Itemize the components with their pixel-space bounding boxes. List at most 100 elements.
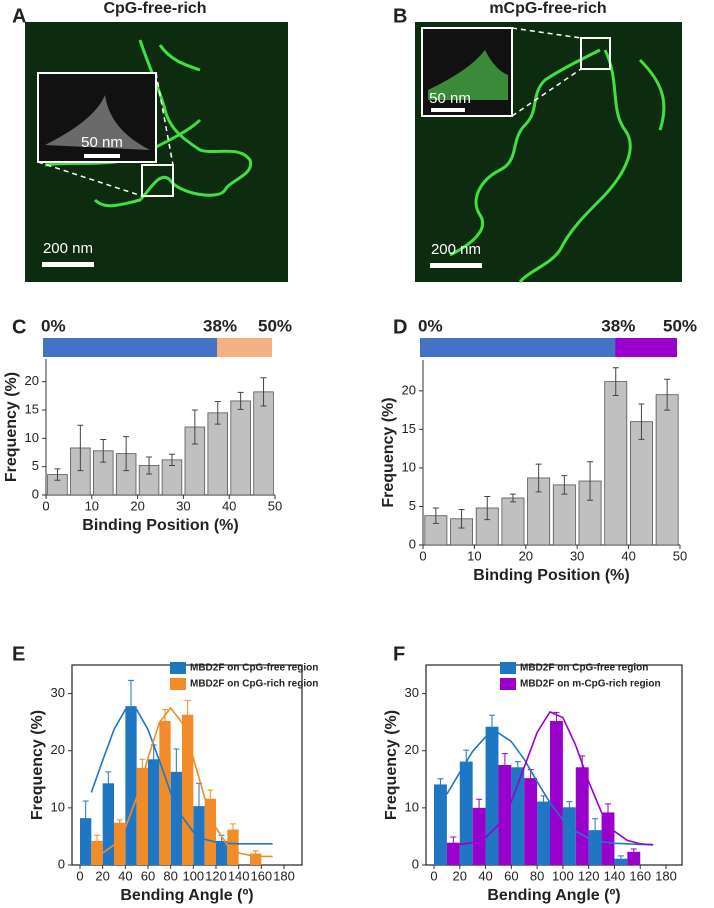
x-tick-label: 10: [467, 548, 481, 563]
bar: [253, 391, 274, 496]
bar: [182, 714, 194, 865]
bar: [459, 761, 473, 865]
panel-label: B: [393, 5, 407, 27]
x-tick-label: 40: [118, 868, 132, 883]
y-tick-label: 20: [25, 373, 39, 388]
error-bar: [116, 819, 123, 827]
bar: [446, 842, 460, 865]
x-tick-label: 60: [504, 868, 518, 883]
zoom-box: [141, 164, 174, 197]
zoom-line: [511, 68, 582, 117]
error-bar: [509, 493, 516, 503]
y-tick-label: 20: [402, 382, 416, 397]
dna-strand: [518, 49, 632, 284]
bar: [170, 771, 182, 865]
legend-swatch: [500, 678, 516, 690]
error-bar: [535, 463, 542, 493]
bar: [511, 767, 525, 865]
x-tick-label: 20: [95, 868, 109, 883]
panel-label: F: [393, 643, 405, 665]
region-segment: [43, 338, 221, 357]
bar: [655, 394, 679, 546]
x-tick-label: 180: [655, 868, 677, 883]
error-bar: [514, 761, 521, 774]
x-tick-label: 10: [85, 498, 99, 513]
y-tick-label: 0: [58, 856, 65, 871]
x-tick-label: 0: [430, 868, 437, 883]
inset-peak: [428, 50, 508, 100]
legend-swatch: [170, 662, 186, 674]
legend-swatch: [500, 662, 516, 674]
region-label: 0%: [41, 316, 66, 335]
inset-scale-bar: [84, 154, 120, 158]
x-tick-label: 0: [419, 548, 426, 563]
error-bar: [162, 709, 168, 733]
error-bar: [230, 823, 236, 836]
x-tick-label: 100: [182, 868, 204, 883]
scale-label: 200 nm: [431, 241, 481, 258]
scale-bar: [42, 262, 94, 267]
error-bar: [146, 456, 153, 475]
legend-swatch: [170, 678, 186, 690]
bar: [207, 412, 228, 496]
region-label: 0%: [418, 316, 443, 335]
x-axis-title: Bending Angle (º): [120, 887, 253, 904]
error-bar: [260, 377, 267, 407]
x-tick-label: 160: [250, 868, 272, 883]
x-tick-label: 160: [629, 868, 651, 883]
y-tick-label: 0: [32, 486, 39, 501]
error-bar: [612, 367, 619, 396]
x-tick-label: 140: [228, 868, 250, 883]
y-axis-title: Frequency (%): [380, 397, 397, 507]
bar: [125, 706, 137, 865]
legend-label: MBD2F on CpG-rich region: [190, 679, 318, 690]
y-axis-title: Frequency (%): [3, 372, 20, 482]
legend-label: MBD2F on CpG-free region: [520, 663, 648, 674]
bar: [524, 778, 538, 865]
bar: [629, 421, 653, 546]
y-tick-label: 15: [402, 421, 416, 436]
region-label: 38%: [203, 316, 237, 335]
x-tick-label: 180: [273, 868, 295, 883]
y-tick-label: 0: [412, 856, 419, 871]
y-tick-label: 30: [405, 685, 419, 700]
bar: [537, 801, 550, 865]
error-bar: [184, 699, 191, 730]
x-tick-label: 100: [552, 868, 574, 883]
scale-bar: [430, 263, 482, 268]
x-tick-label: 80: [530, 868, 544, 883]
error-bar: [100, 438, 107, 463]
region-label: 50%: [663, 316, 697, 335]
y-tick-label: 0: [409, 536, 416, 551]
bar: [148, 759, 160, 865]
zoom-line: [37, 161, 143, 197]
bar: [485, 726, 499, 865]
legend-label: MBD2F on CpG-free region: [190, 663, 318, 674]
error-bar: [77, 424, 84, 472]
y-tick-label: 10: [25, 430, 39, 445]
dna-strand: [638, 58, 666, 131]
x-axis-title: Bending Angle (º): [487, 887, 620, 904]
panel-label: A: [12, 5, 26, 27]
afm-image-b: 50 nm 200 nm: [415, 22, 682, 284]
error-bar: [128, 679, 134, 733]
bar: [136, 767, 148, 865]
error-bar: [437, 778, 444, 791]
bar: [114, 822, 126, 865]
x-tick-label: 120: [205, 868, 227, 883]
error-bar: [501, 753, 508, 777]
legend-label: MBD2F on m-CpG-rich region: [520, 679, 661, 690]
error-bar: [592, 818, 599, 843]
error-bar: [54, 468, 61, 481]
panel-title: mCpG-free-rich: [489, 0, 606, 17]
bar: [204, 798, 216, 865]
x-tick-label: 120: [578, 868, 600, 883]
fit-curve: [91, 706, 273, 858]
error-bar: [476, 798, 483, 817]
scale-label: 200 nm: [43, 240, 93, 257]
error-bar: [168, 453, 175, 467]
x-tick-label: 0: [42, 498, 49, 513]
x-tick-label: 30: [570, 548, 584, 563]
x-tick-label: 0: [76, 868, 83, 883]
bar: [550, 721, 563, 865]
